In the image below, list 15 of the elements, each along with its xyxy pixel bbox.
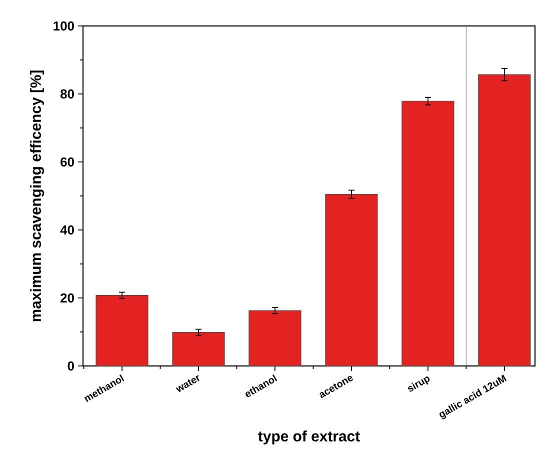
bar <box>325 194 378 366</box>
y-tick-label: 80 <box>60 89 74 99</box>
x-tick-label: sirup <box>408 376 430 392</box>
y-tick-label: 0 <box>68 361 74 371</box>
y-tick-label: 60 <box>60 157 74 167</box>
x-axis-title: type of extract <box>258 430 360 444</box>
bar <box>402 100 454 366</box>
bar <box>248 310 302 366</box>
y-tick-label: 100 <box>54 21 74 31</box>
bar <box>478 74 531 366</box>
y-axis-title: maximum scavenging efficency [%] <box>30 70 44 322</box>
y-tick-label: 20 <box>60 293 74 303</box>
y-tick-label: 40 <box>60 225 74 235</box>
bar <box>96 294 148 366</box>
bar <box>172 332 225 366</box>
